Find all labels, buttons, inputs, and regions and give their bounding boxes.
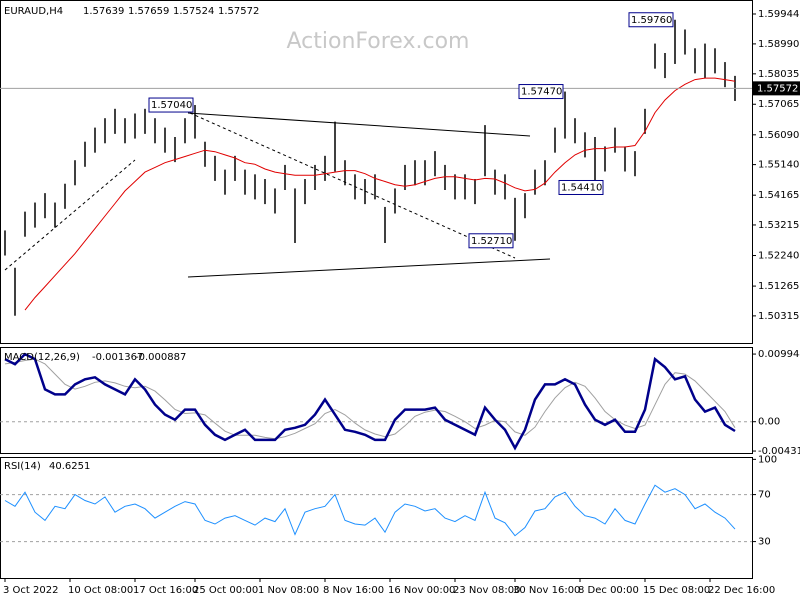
annotation-label: 1.52710 xyxy=(471,236,512,247)
x-tick-label: 8 Dec 00:00 xyxy=(578,585,639,596)
macd-panel xyxy=(0,347,753,454)
y-tick-label: 70 xyxy=(758,490,771,501)
header: EURAUD,H4 1.57639 1.57659 1.57524 1.5757… xyxy=(4,6,259,472)
annotation-box xyxy=(148,97,194,113)
y-tick-label: 1.58035 xyxy=(758,69,799,80)
y-tick-label: -0.004313 xyxy=(758,446,800,457)
trendline xyxy=(4,159,136,271)
rsi-value: 40.6251 xyxy=(49,461,90,472)
y-tick-label: 1.55140 xyxy=(758,160,799,171)
open: 1.57639 xyxy=(83,6,124,17)
rsi-panel xyxy=(0,457,753,579)
watermark: ActionForex.com xyxy=(287,29,470,54)
indicator-line xyxy=(4,352,736,451)
y-tick-label: 1.51265 xyxy=(758,281,799,292)
y-tick-label: 1.59944 xyxy=(758,9,799,20)
y-tick-label: 1.52240 xyxy=(758,251,799,262)
annotation-label: 1.59760 xyxy=(631,15,672,26)
signal-value: -0.000887 xyxy=(135,352,186,363)
y-tick-label: 100 xyxy=(758,454,777,465)
y-tick-label: 1.56090 xyxy=(758,130,799,141)
low: 1.57524 xyxy=(173,6,214,17)
x-tick-label: 25 Oct 00:00 xyxy=(193,585,258,596)
y-tick-label: 1.58990 xyxy=(758,39,799,50)
y-tick-label: 0.009944 xyxy=(758,349,800,360)
x-tick-label: 17 Oct 16:00 xyxy=(133,585,198,596)
x-tick-label: 10 Oct 08:00 xyxy=(68,585,133,596)
trendline xyxy=(187,112,531,137)
rsi-title: RSI(14) xyxy=(4,461,41,472)
annotation-box xyxy=(558,179,604,195)
annotation-box xyxy=(468,233,514,249)
y-tick-label: 1.57065 xyxy=(758,99,799,110)
annotation-box xyxy=(518,84,564,100)
annotation-label: 1.57470 xyxy=(521,87,562,98)
close: 1.57572 xyxy=(218,6,259,17)
x-tick-label: 15 Dec 08:00 xyxy=(643,585,710,596)
y-tick-label: 1.54165 xyxy=(758,190,799,201)
x-tick-label: 16 Nov 00:00 xyxy=(388,585,455,596)
indicator-line xyxy=(4,484,736,537)
last-price-label: 1.57572 xyxy=(757,83,798,94)
x-tick-label: 3 Oct 2022 xyxy=(3,585,58,596)
high: 1.57659 xyxy=(128,6,169,17)
indicator-line xyxy=(4,358,736,440)
macd-title: MACD(12,26,9) xyxy=(4,352,80,363)
x-tick-label: 8 Nov 16:00 xyxy=(323,585,384,596)
y-tick-label: 1.53215 xyxy=(758,220,799,231)
last-price-tag xyxy=(753,81,800,96)
x-tick-label: 23 Nov 08:00 xyxy=(453,585,520,596)
y-tick-label: 1.50315 xyxy=(758,311,799,322)
trendline xyxy=(187,258,551,278)
annotation-label: 1.54410 xyxy=(561,182,602,193)
macd-value: -0.001367 xyxy=(92,352,143,363)
symbol: EURAUD,H4 xyxy=(4,6,63,17)
moving-average xyxy=(24,77,736,311)
y-tick-label: 30 xyxy=(758,537,771,548)
y-tick-label: 0.00 xyxy=(758,417,780,428)
trendline xyxy=(189,112,516,259)
price-panel xyxy=(0,0,753,344)
annotation-box xyxy=(628,12,674,28)
annotation-label: 1.57040 xyxy=(151,100,192,111)
x-tick-label: 30 Nov 16:00 xyxy=(513,585,580,596)
x-tick-label: 1 Nov 08:00 xyxy=(258,585,319,596)
x-tick-label: 22 Dec 16:00 xyxy=(708,585,775,596)
